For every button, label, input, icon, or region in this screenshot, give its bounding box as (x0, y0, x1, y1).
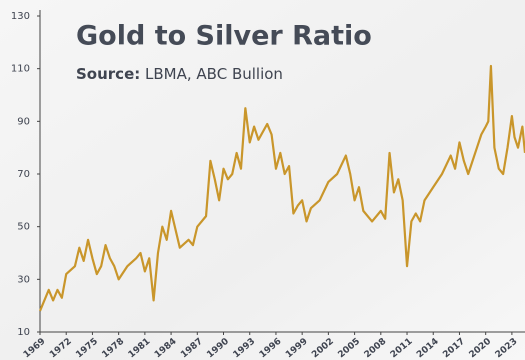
series-line (38, 64, 525, 312)
chart-title: Gold to Silver Ratio (76, 21, 372, 52)
y-tick-label: 70 (17, 169, 30, 180)
y-tick-label: 50 (17, 222, 30, 233)
source: LBMA, ABC Bullion (145, 65, 283, 83)
y-tick-label: 90 (17, 116, 30, 127)
y-tick-label: 10 (17, 327, 30, 338)
y-tick-label: 130 (11, 11, 30, 22)
source-label: Source: (76, 65, 140, 83)
y-tick-label: 30 (17, 274, 30, 285)
subtitle: Source: LBMA, ABC Bullion (76, 65, 283, 83)
y-tick-label: 110 (11, 64, 30, 75)
